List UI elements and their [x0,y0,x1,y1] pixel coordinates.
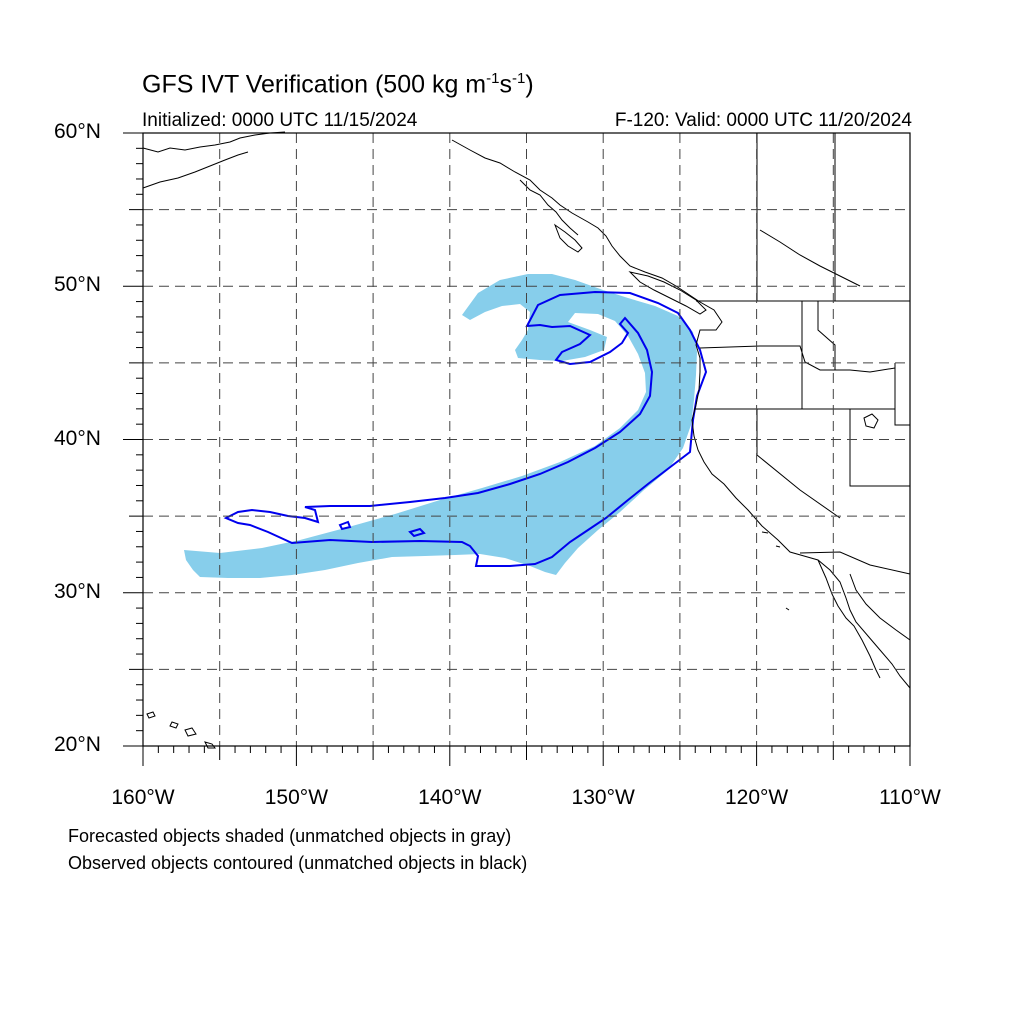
political-boundaries [694,133,911,575]
initialized-time: Initialized: 0000 UTC 11/15/2024 [142,110,418,131]
longitude-label: 130°W [571,786,635,809]
longitude-label: 120°W [724,786,789,809]
latitude-label: 20°N [54,733,101,756]
observed-object-fragment [408,527,426,538]
longitude-label: 150°W [264,786,329,809]
latitude-label: 40°N [54,426,101,450]
longitude-label: 140°W [418,786,482,809]
map-title: GFS IVT Verification (500 kg m-1s-1) [142,70,534,99]
observed-legend-caption: Observed objects contoured (unmatched ob… [68,853,528,873]
longitude-label: 160°W [111,786,175,809]
graticule [143,133,910,746]
forecast-object [184,274,697,578]
latitude-label: 50°N [54,273,101,297]
observed-object-fragment [338,520,352,531]
observed-object-contour [223,290,708,567]
longitude-label: 110°W [879,786,941,809]
axis-ticks [123,132,911,766]
map-frame [123,131,911,766]
valid-time: F-120: Valid: 0000 UTC 11/20/2024 [614,110,912,131]
latitude-label: 30°N [54,579,101,603]
latitude-label: 60°N [54,120,101,143]
forecast-legend-caption: Forecasted objects shaded (unmatched obj… [68,826,512,846]
